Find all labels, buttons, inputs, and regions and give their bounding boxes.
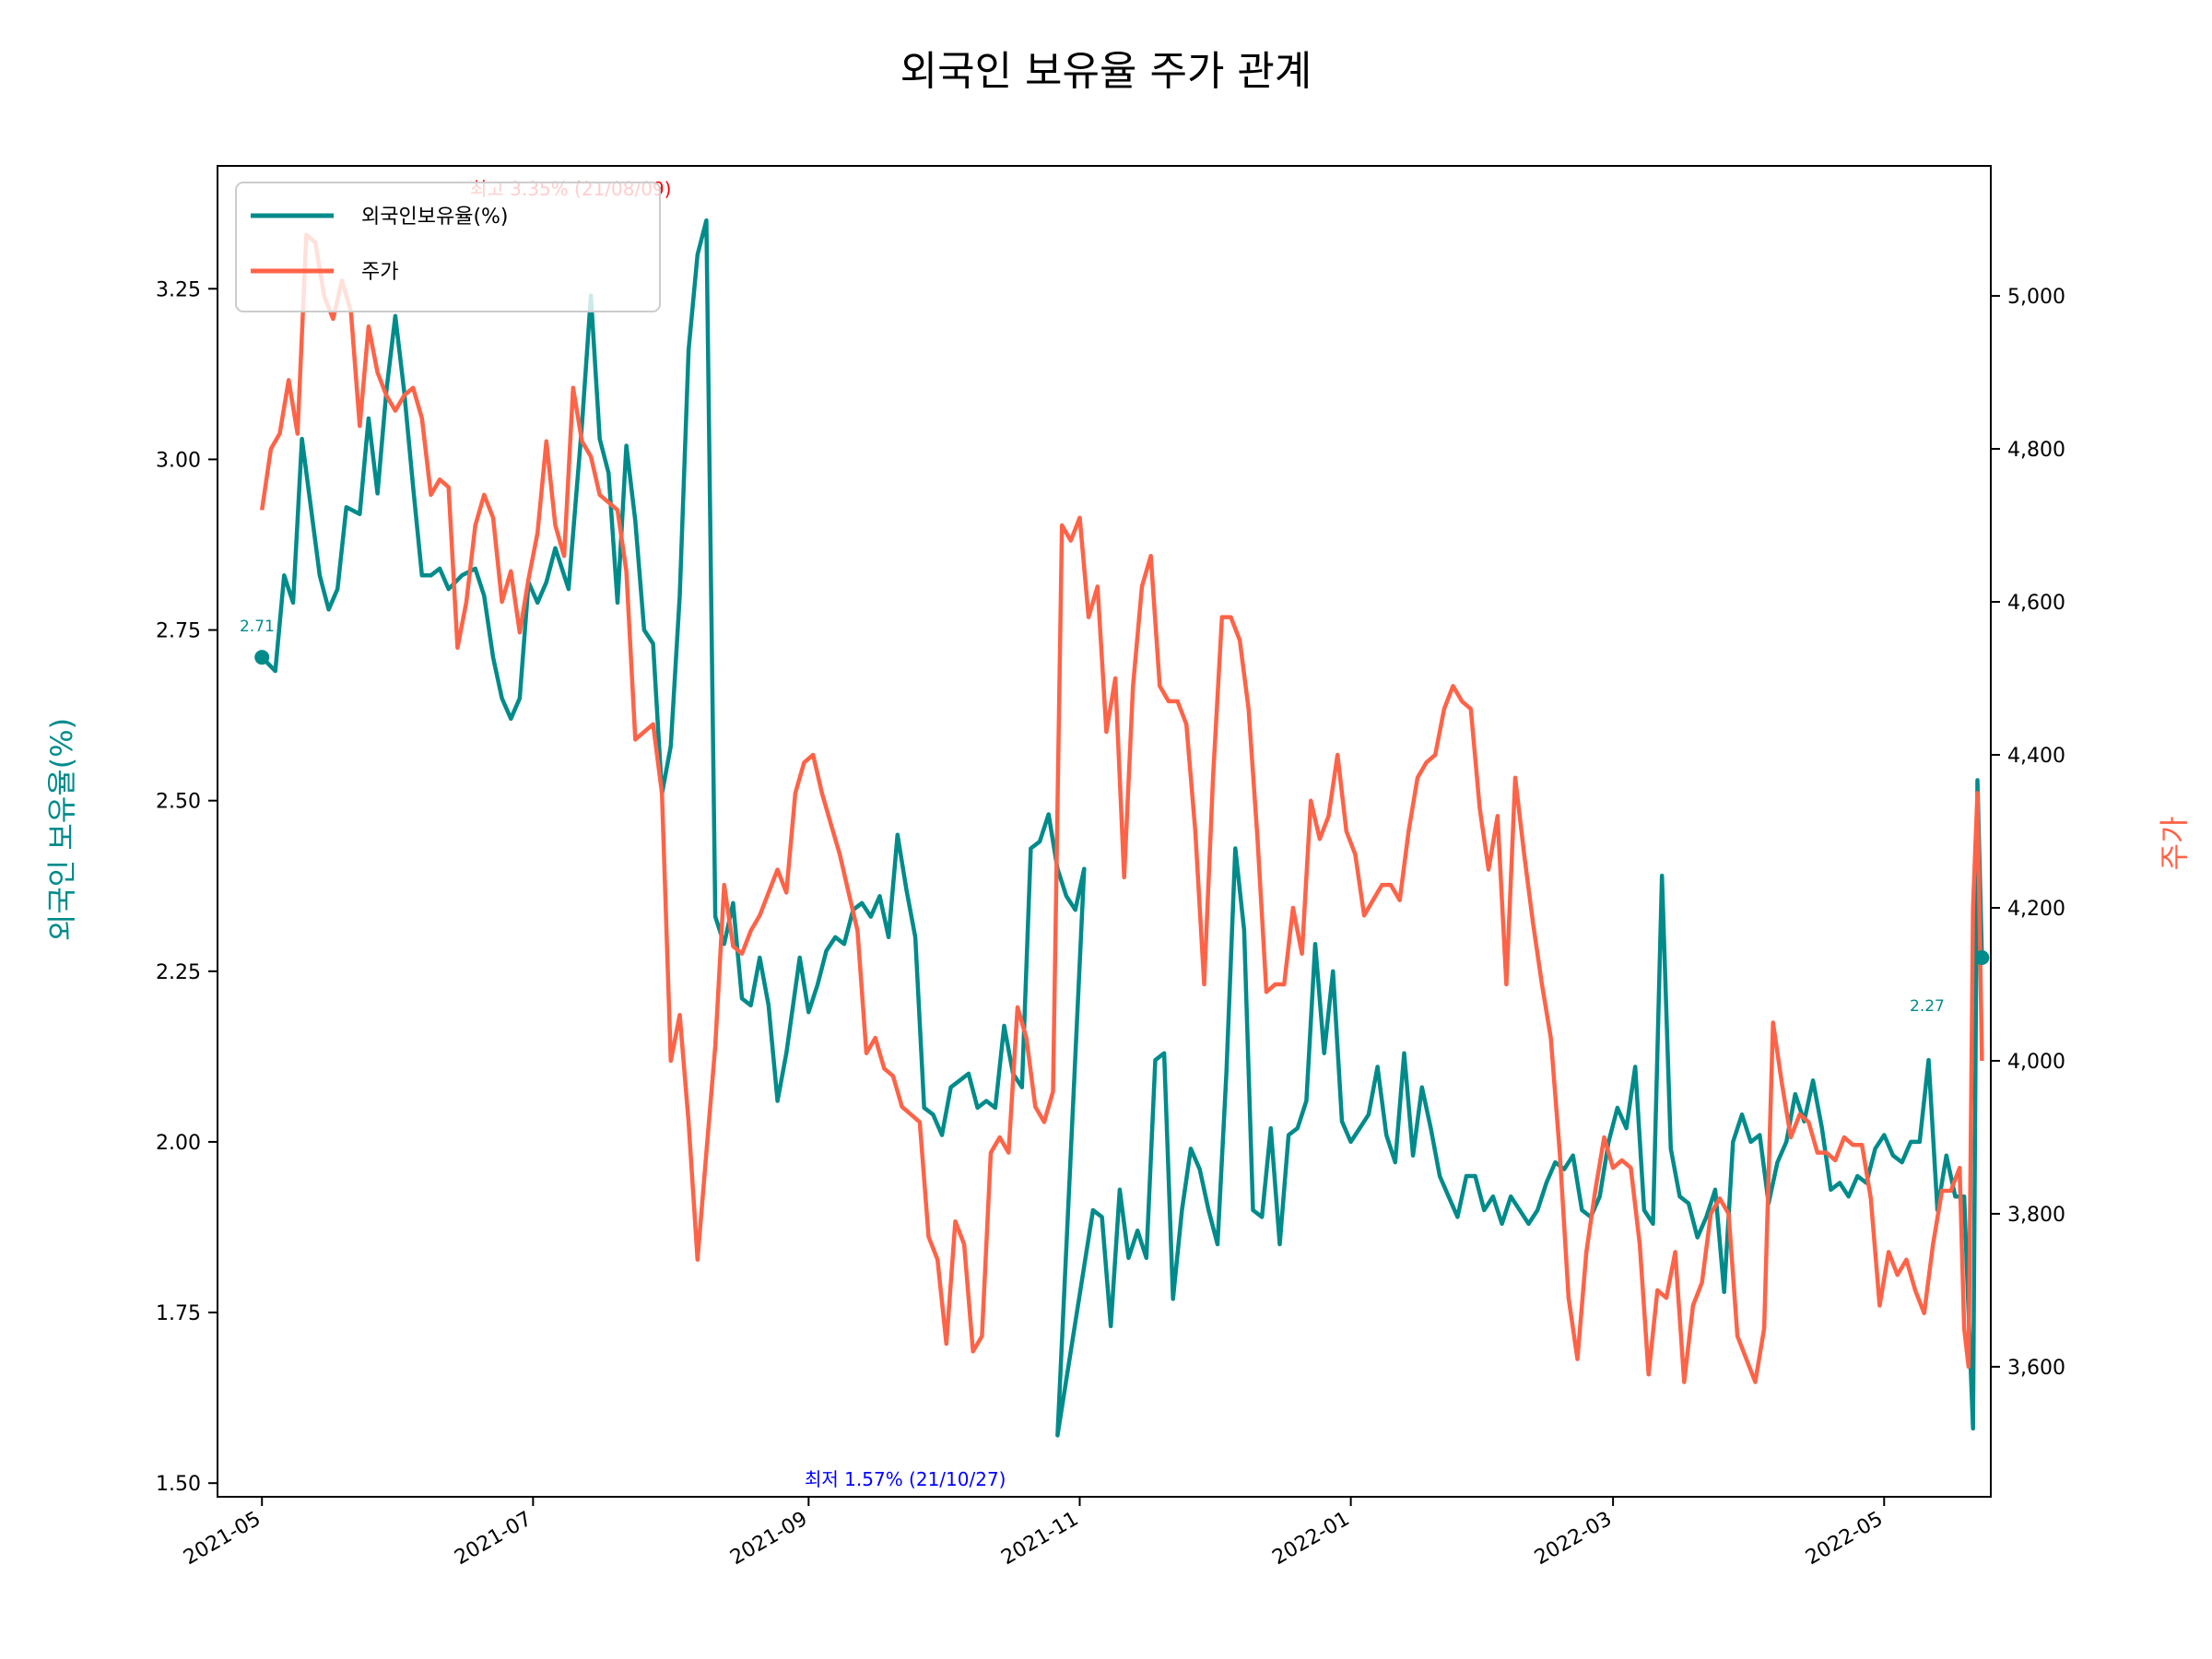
x-tick-label: 2022-05 bbox=[1802, 1508, 1887, 1571]
end-value-label: 2.27 bbox=[1910, 997, 1945, 1016]
y-right-tick-label: 4,400 bbox=[2007, 745, 2065, 768]
y-left-tick-label: 2.25 bbox=[156, 961, 201, 984]
y-left-tick-label: 3.00 bbox=[156, 449, 201, 472]
min-annotation: 최저 1.57% (21/10/27) bbox=[805, 1468, 1006, 1490]
y-right-tick-label: 4,000 bbox=[2007, 1051, 2065, 1074]
legend: 외국인보유율(%) 주가 bbox=[235, 182, 661, 312]
y-left-tick-label: 1.50 bbox=[156, 1473, 201, 1496]
y-right-tick-label: 5,000 bbox=[2007, 286, 2065, 309]
legend-frame bbox=[235, 182, 661, 312]
x-tick-label: 2021-05 bbox=[180, 1508, 265, 1571]
legend-entry-ownership: 외국인보유율(%) bbox=[361, 206, 509, 229]
y-axis-left-label: 외국인 보유율(%) bbox=[44, 718, 79, 941]
x-tick-label: 2021-09 bbox=[726, 1508, 811, 1571]
x-tick-label: 2021-07 bbox=[451, 1508, 535, 1571]
y-right-tick-label: 3,600 bbox=[2007, 1357, 2065, 1380]
start-value-label: 2.71 bbox=[240, 618, 275, 636]
y-right-tick-label: 4,600 bbox=[2007, 592, 2065, 615]
y-left-tick-label: 2.00 bbox=[156, 1132, 201, 1155]
y-axis-right-label: 주가 bbox=[2157, 817, 2192, 871]
start-point-marker bbox=[254, 650, 270, 665]
price-series-line bbox=[259, 232, 1984, 1384]
end-point-marker bbox=[1974, 949, 1990, 965]
y-left-tick-label: 1.75 bbox=[156, 1302, 201, 1325]
y-left-tick-label: 2.50 bbox=[156, 791, 201, 814]
x-tick-label: 2022-03 bbox=[1531, 1508, 1616, 1571]
y-right-tick-label: 4,200 bbox=[2007, 898, 2065, 921]
legend-entry-price: 주가 bbox=[361, 261, 398, 284]
chart-title: 외국인 보유율 주가 관계 bbox=[900, 48, 1312, 95]
x-tick-label: 2022-01 bbox=[1269, 1508, 1354, 1571]
ownership-series-line bbox=[260, 218, 1984, 1438]
y-left-tick-label: 2.75 bbox=[156, 620, 201, 643]
y-left-tick-label: 3.25 bbox=[156, 278, 201, 301]
plot-frame bbox=[217, 165, 1992, 1498]
x-tick-label: 2021-11 bbox=[997, 1508, 1082, 1571]
y-right-tick-label: 3,800 bbox=[2007, 1204, 2065, 1227]
plot-area: 2021-05 2021-07 2021-09 2021-11 2022-01 2022-… bbox=[156, 165, 2065, 1571]
y-right-tick-label: 4,800 bbox=[2007, 439, 2065, 462]
